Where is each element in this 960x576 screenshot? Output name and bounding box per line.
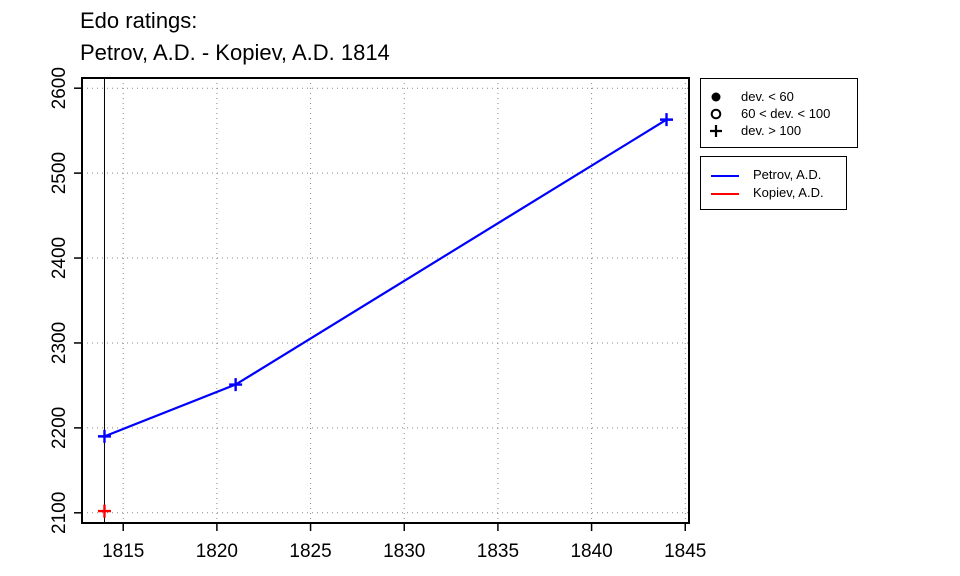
x-tick-label: 1815 [102,541,144,562]
x-tick-label: 1820 [196,541,238,562]
legend-label: 60 < dev. < 100 [741,106,831,121]
chart-title-line-2: Petrov, A.D. - Kopiev, A.D. 1814 [80,40,390,65]
x-tick-label: 1830 [383,541,425,562]
y-tick-label: 2100 [49,492,70,534]
legend-label: dev. > 100 [741,123,802,138]
legend-deviation: dev. < 60 60 < dev. < 100 dev. > 100 [700,78,858,148]
line-swatch-icon [709,167,739,188]
y-tick-label: 2300 [49,322,70,364]
line-swatch-icon [709,185,739,206]
y-tick-label: 2600 [49,67,70,109]
legend-players: Petrov, A.D. Kopiev, A.D. [700,156,847,210]
data-point-plus [660,113,674,127]
y-tick-label: 2400 [49,237,70,279]
y-tick-label: 2200 [49,407,70,449]
y-tick-label: 2500 [49,152,70,194]
data-point-plus [97,429,111,443]
data-point-plus [229,378,243,392]
x-tick-label: 1845 [664,541,706,562]
legend-label: dev. < 60 [741,89,794,104]
data-point-plus [97,504,111,518]
open-circle-icon [701,106,731,127]
chart-title-line-1: Edo ratings: [80,8,198,33]
x-tick-label: 1840 [570,541,612,562]
filled-circle-icon [701,89,731,110]
series-line [104,118,668,438]
legend-label: Kopiev, A.D. [753,185,824,200]
x-tick-label: 1825 [289,541,331,562]
plus-icon [701,123,731,144]
plot-frame [81,77,690,524]
legend-label: Petrov, A.D. [753,167,822,182]
x-tick-label: 1835 [477,541,519,562]
